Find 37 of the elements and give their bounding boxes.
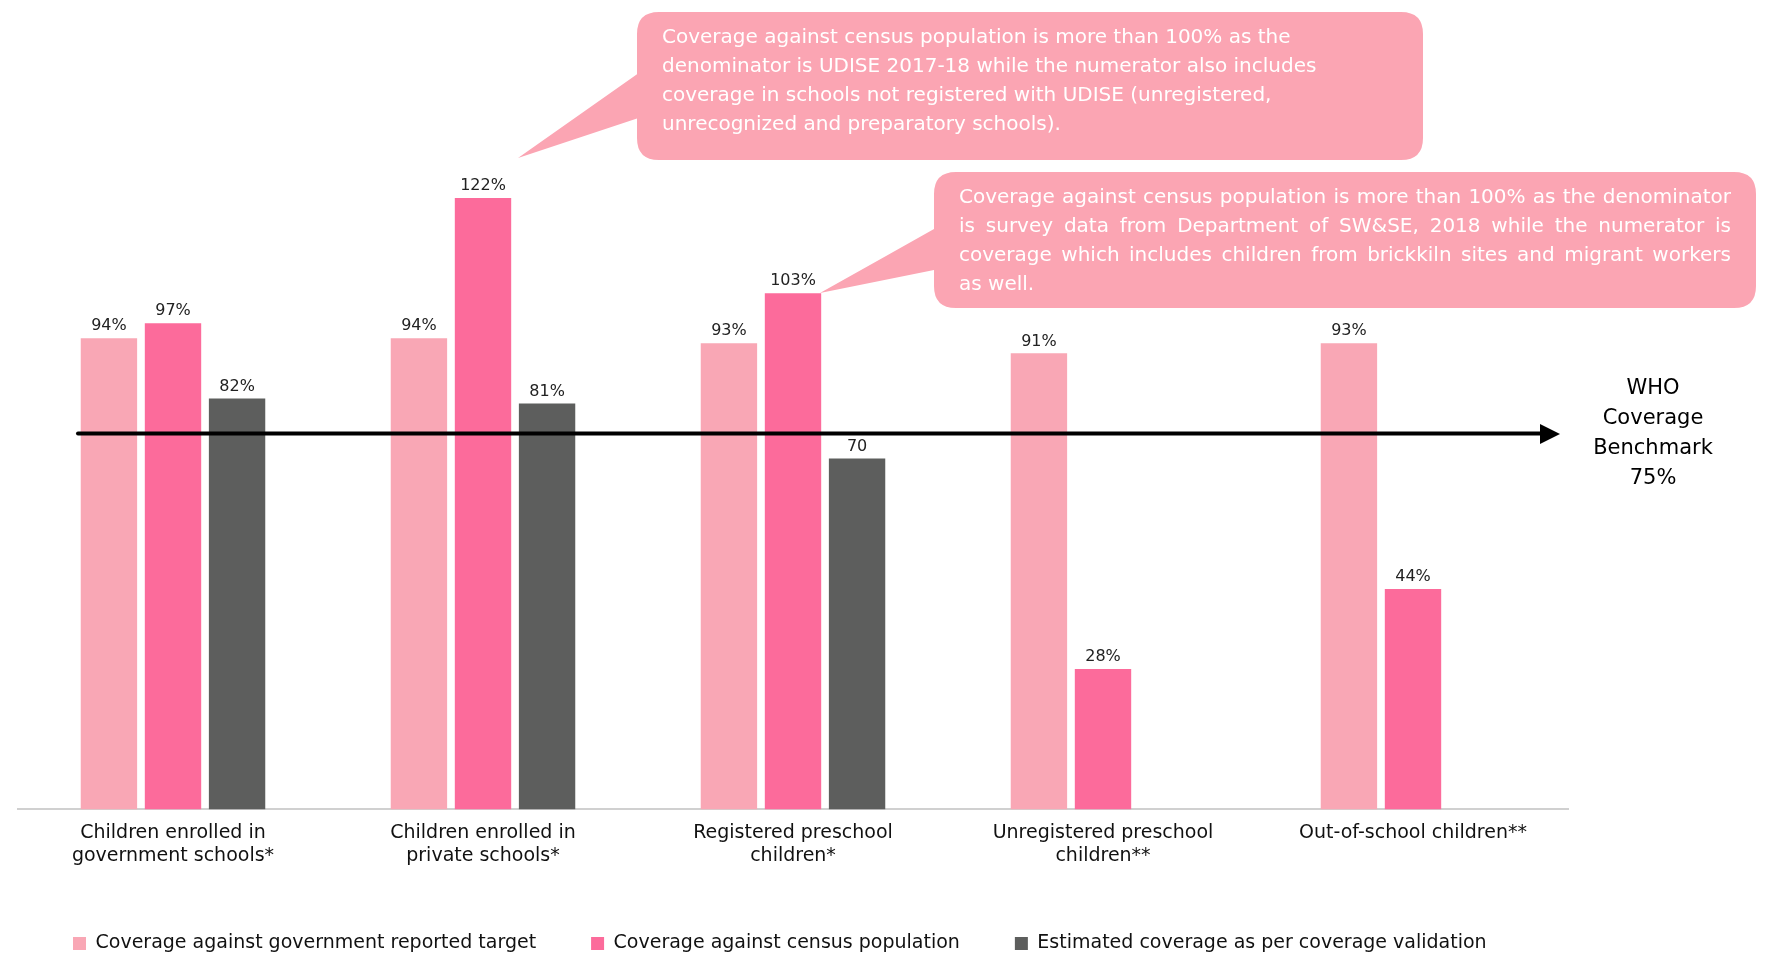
bar [764, 293, 822, 810]
data-label: 93% [711, 320, 747, 340]
ref-line-label: WHO Coverage Benchmark 75% [1593, 374, 1714, 489]
x-tick-label: Out-of-school children** [1299, 819, 1527, 842]
bar [454, 198, 512, 810]
x-tick-label: Children enrolled in government schools* [71, 819, 275, 865]
text: Coverage against census population is more than 100% as the denominator is UDISE 2017-18 while the numerator also includes coverage in schools not registered with UDISE (unregistered, unrecognized and preparatory schools). [662, 23, 1318, 137]
annotation: Coverage against census population is more than 100% as the denominator is survey data from Department of SW&SE, 2018 while the numerator is coverage which includes children from brickkiln sites and migrant workers as well. [959, 183, 1731, 297]
bar [144, 323, 202, 810]
bar [1384, 588, 1442, 810]
data-label: 94% [91, 315, 127, 335]
data-label: 103% [770, 270, 816, 290]
bar [828, 458, 886, 810]
data-label: 44% [1395, 566, 1431, 586]
x-tick-label: Children enrolled in private schools* [390, 819, 576, 865]
legend-label: Coverage against government reported target [95, 930, 537, 953]
x-tick-label: Unregistered preschool children** [992, 819, 1214, 865]
bar [80, 338, 138, 810]
data-label: 82% [219, 375, 255, 395]
data-label: 94% [401, 315, 437, 335]
bar [390, 338, 448, 810]
bar [1320, 343, 1378, 810]
bar [1074, 669, 1132, 810]
bar [1010, 353, 1068, 810]
data-label: 70 [846, 435, 868, 455]
bar [700, 343, 758, 810]
data-label: 97% [155, 300, 191, 320]
data-label: 28% [1085, 646, 1121, 666]
data-label: 81% [529, 380, 565, 400]
data-label: 91% [1021, 330, 1057, 350]
x-tick-label: Registered preschool children* [693, 819, 893, 865]
legend-label: Estimated coverage as per coverage validation [1037, 930, 1487, 953]
legend-label: Coverage against census population [613, 930, 960, 953]
bar [208, 398, 266, 810]
data-label: 122% [460, 175, 506, 195]
bar [518, 403, 576, 810]
data-label: 93% [1331, 320, 1367, 340]
